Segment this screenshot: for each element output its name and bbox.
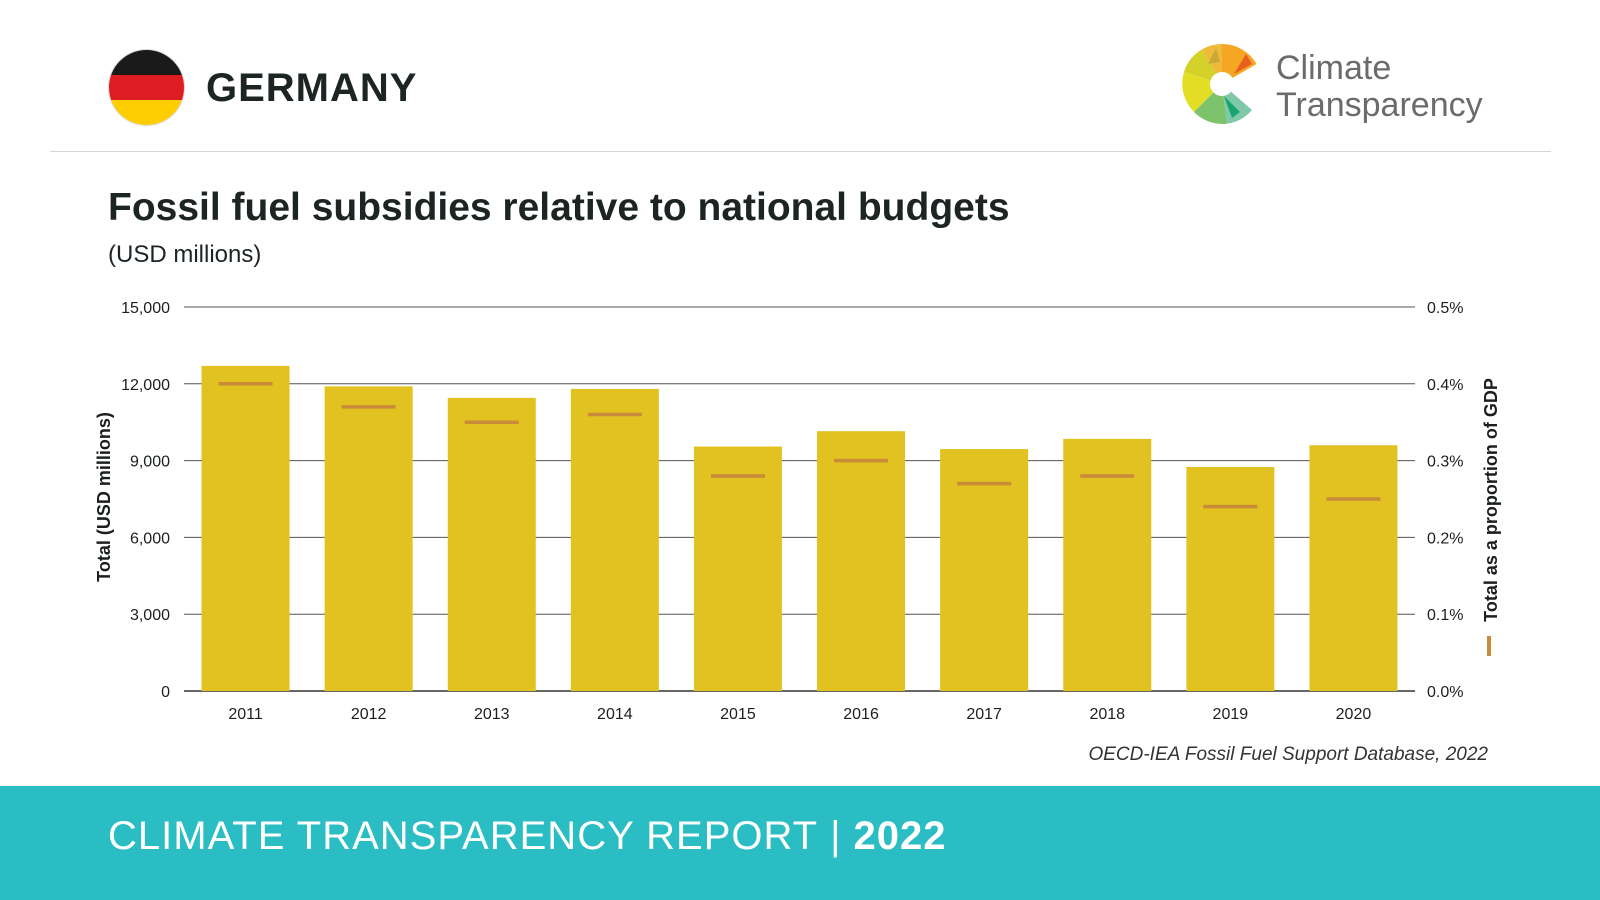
y-tick-label: 15,000 [121, 300, 170, 317]
bar [447, 397, 536, 691]
bar [940, 449, 1029, 691]
x-tick-label: 2015 [720, 706, 756, 723]
header-divider [50, 151, 1551, 152]
footer-label: CLIMATE TRANSPARENCY REPORT [108, 814, 819, 858]
y-tick-label: 0 [161, 684, 170, 701]
y2-axis-label: Total as a proportion of GDP [1481, 378, 1501, 622]
axes: 0 0.0% 3,000 0.1% 6,000 0.2% 9,000 0.3% 12,000 0.… [121, 300, 1463, 723]
x-tick-label: 2018 [1089, 706, 1125, 723]
y-tick-label: 9,000 [130, 454, 170, 471]
y2-tick-label: 0.0% [1427, 684, 1463, 701]
y-tick-label: 6,000 [130, 530, 170, 547]
y2-tick-label: 0.1% [1427, 607, 1463, 624]
x-tick-label: 2012 [351, 706, 387, 723]
logo-text-line2: Transparency [1276, 86, 1483, 124]
footer-separator: | [830, 814, 842, 858]
y2-tick-label: 0.4% [1427, 377, 1463, 394]
y2-tick-label: 0.2% [1427, 530, 1463, 547]
y2-tick-label: 0.5% [1427, 300, 1463, 317]
bar [1063, 438, 1152, 691]
bar [1186, 467, 1275, 691]
y2-tick-label: 0.3% [1427, 454, 1463, 471]
x-tick-label: 2013 [474, 706, 510, 723]
bar [324, 386, 413, 691]
x-tick-label: 2017 [966, 706, 1002, 723]
bars [201, 365, 1398, 691]
gdp-share-markers [218, 382, 1381, 509]
bar [570, 388, 659, 691]
chart-subtitle: (USD millions) [108, 241, 262, 268]
y-tick-label: 3,000 [130, 607, 170, 624]
x-tick-label: 2019 [1213, 706, 1249, 723]
y-axis-label: Total (USD millions) [94, 412, 114, 582]
x-tick-label: 2020 [1336, 706, 1372, 723]
climate-transparency-logo-icon [1182, 44, 1257, 124]
logo-text-line1: Climate [1276, 49, 1392, 87]
y-tick-label: 12,000 [121, 377, 170, 394]
country-name: GERMANY [206, 66, 418, 110]
x-tick-label: 2014 [597, 706, 633, 723]
x-tick-label: 2016 [843, 706, 879, 723]
footer-year: 2022 [853, 814, 947, 858]
chart-title: Fossil fuel subsidies relative to nation… [108, 186, 1010, 229]
footer-banner: CLIMATE TRANSPARENCY REPORT | 2022 [0, 786, 1600, 900]
bar [1309, 445, 1398, 691]
bar [201, 365, 290, 691]
source-note: OECD-IEA Fossil Fuel Support Database, 2… [1088, 744, 1488, 765]
bar [693, 446, 782, 691]
bar [817, 431, 906, 691]
footer-text: CLIMATE TRANSPARENCY REPORT | 2022 [108, 814, 946, 859]
x-tick-label: 2011 [228, 706, 263, 723]
y2-legend-swatch [1487, 636, 1491, 656]
logo-wordmark: Climate Transparency [1276, 50, 1483, 124]
